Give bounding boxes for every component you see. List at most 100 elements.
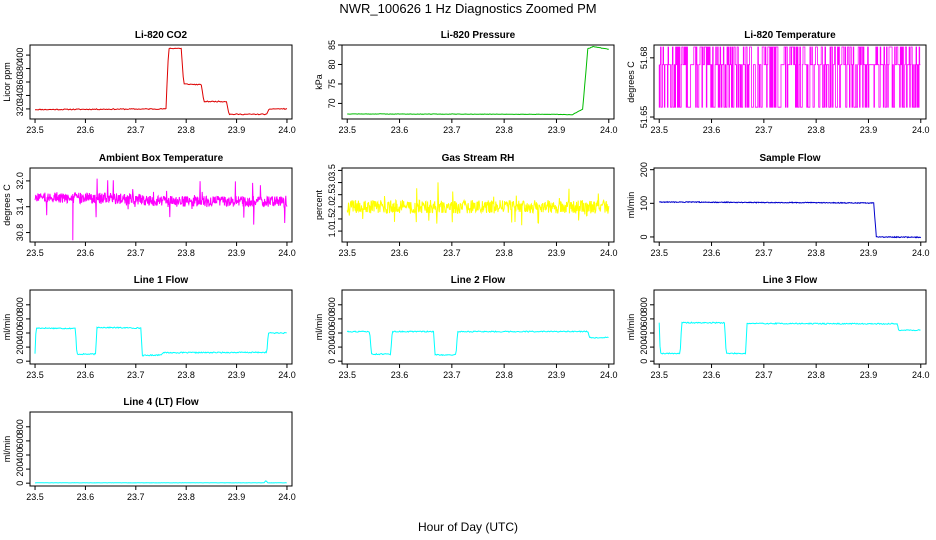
- y-tick-label: 320: [15, 101, 25, 116]
- series-line: [658, 200, 922, 239]
- panel-title: Line 4 (LT) Flow: [123, 397, 199, 408]
- series-line2: [346, 330, 609, 357]
- plot-frame: [29, 289, 293, 365]
- y-tick-label: 31.4: [15, 198, 25, 216]
- y-tick-label: 51.68: [639, 47, 649, 70]
- y-axis-label: degrees C: [626, 61, 636, 103]
- y-tick-label: 360: [15, 74, 25, 89]
- panel-ambient: Ambient Box Temperature degrees C 23.5 23.6…: [2, 153, 296, 258]
- series-ambient: [34, 178, 288, 241]
- y-tick-label: 2.5: [327, 188, 337, 201]
- panel-line2: Line 2 Flow ml/min 23.5 23.6 23.7 23.8 23.9 24.…: [314, 275, 618, 380]
- x-tick-label: 23.5: [26, 370, 44, 380]
- y-tick-label: 200: [327, 340, 337, 355]
- x-tick-label: 23.6: [703, 125, 721, 135]
- series-rh: [346, 182, 610, 226]
- x-tick-label: 24.0: [600, 248, 618, 258]
- y-tick-label: 600: [15, 311, 25, 326]
- y-tick-label: 800: [327, 297, 337, 312]
- panel-rh: Gas Stream RH percent 23.5 23.6 23.7 23.8 23.9…: [314, 153, 618, 258]
- y-tick-label: 200: [15, 340, 25, 355]
- figure-x-axis-label: Hour of Day (UTC): [418, 520, 518, 534]
- y-tick-label: 3.5: [327, 164, 337, 177]
- x-tick-label: 23.8: [177, 248, 195, 258]
- x-tick-label: 23.6: [391, 125, 409, 135]
- series-line4: [35, 480, 287, 484]
- x-tick-label: 24.0: [600, 370, 618, 380]
- y-tick-label: 600: [327, 311, 337, 326]
- y-axis-label: ml/min: [626, 192, 636, 219]
- x-tick-label: 23.6: [77, 248, 95, 258]
- series-line1: [34, 326, 287, 357]
- y-tick-label: 200: [639, 340, 649, 355]
- y-tick-label: 1.5: [327, 213, 337, 226]
- plot-frame: [653, 289, 927, 365]
- x-tick-label: 24.0: [278, 248, 296, 258]
- y-tick-label: 200: [15, 462, 25, 477]
- x-tick-label: 23.6: [703, 370, 721, 380]
- panel-group: Li-820 CO2 Licor ppm 23.5 23.6 23.7 23.8 23.9 2…: [2, 30, 930, 502]
- series-line: [347, 45, 609, 116]
- x-tick-label: 23.6: [77, 370, 95, 380]
- x-tick-label: 23.5: [26, 248, 44, 258]
- plot-frame: [653, 44, 927, 120]
- y-axis-label: ml/min: [314, 314, 324, 341]
- y-tick-label: 30.8: [15, 224, 25, 242]
- series-line: [346, 182, 610, 226]
- series-line: [34, 178, 288, 241]
- x-tick-label: 23.7: [443, 370, 461, 380]
- x-tick-label: 23.7: [443, 125, 461, 135]
- x-tick-label: 23.5: [650, 125, 668, 135]
- x-tick-label: 23.8: [177, 370, 195, 380]
- panel-title: Line 2 Flow: [451, 275, 506, 286]
- x-tick-label: 23.7: [755, 248, 773, 258]
- y-tick-label: 400: [327, 325, 337, 340]
- y-tick-label: 400: [639, 325, 649, 340]
- y-tick-label: 400: [15, 48, 25, 63]
- y-tick-label: 32.0: [15, 172, 25, 190]
- x-tick-label: 23.9: [228, 370, 246, 380]
- series-pressure: [347, 45, 609, 116]
- x-tick-label: 23.5: [338, 370, 356, 380]
- panel-temperature: Li-820 Temperature degrees C 23.5 23.6 23.7 2…: [626, 30, 930, 135]
- panel-title: Li-820 Temperature: [744, 30, 836, 41]
- y-tick-label: 51.65: [639, 106, 649, 129]
- x-tick-label: 24.0: [278, 125, 296, 135]
- x-tick-label: 23.9: [228, 492, 246, 502]
- plot-frame: [341, 167, 615, 243]
- y-tick-label: 0: [15, 359, 25, 364]
- x-tick-label: 23.7: [755, 125, 773, 135]
- x-tick-label: 23.7: [443, 248, 461, 258]
- y-tick-label: 0: [15, 481, 25, 486]
- y-tick-label: 1.0: [327, 225, 337, 238]
- x-tick-label: 24.0: [912, 248, 930, 258]
- y-tick-label: 380: [15, 61, 25, 76]
- y-tick-label: 600: [639, 311, 649, 326]
- y-axis-label: ml/min: [2, 314, 12, 341]
- x-tick-label: 23.5: [650, 248, 668, 258]
- x-tick-label: 23.6: [77, 492, 95, 502]
- y-tick-label: 75: [327, 79, 337, 89]
- y-tick-label: 80: [327, 59, 337, 69]
- y-tick-label: 0: [639, 234, 649, 239]
- x-tick-label: 23.7: [127, 370, 145, 380]
- x-tick-label: 23.5: [338, 125, 356, 135]
- series-temperature: [658, 46, 921, 108]
- x-tick-label: 23.9: [548, 248, 566, 258]
- y-axis-label: Licor ppm: [2, 62, 12, 102]
- x-tick-label: 23.8: [177, 125, 195, 135]
- x-tick-label: 23.9: [548, 125, 566, 135]
- x-tick-label: 23.9: [228, 248, 246, 258]
- plot-frame: [653, 167, 927, 243]
- panel-sample_flow: Sample Flow ml/min 23.5 23.6 23.7 23.8 23.9 24.…: [626, 153, 930, 258]
- x-tick-label: 24.0: [600, 125, 618, 135]
- x-tick-label: 23.7: [127, 125, 145, 135]
- x-tick-label: 24.0: [912, 125, 930, 135]
- y-tick-label: 2.0: [327, 201, 337, 214]
- x-tick-label: 23.6: [703, 248, 721, 258]
- panel-line3: Line 3 Flow ml/min 23.5 23.6 23.7 23.8 23.9 24.…: [626, 275, 930, 380]
- y-axis-label: degrees C: [2, 184, 12, 226]
- x-tick-label: 24.0: [278, 492, 296, 502]
- panel-pressure: Li-820 Pressure kPa 23.5 23.6 23.7 23.8 23.9 24…: [314, 30, 618, 135]
- y-tick-label: 100: [639, 196, 649, 211]
